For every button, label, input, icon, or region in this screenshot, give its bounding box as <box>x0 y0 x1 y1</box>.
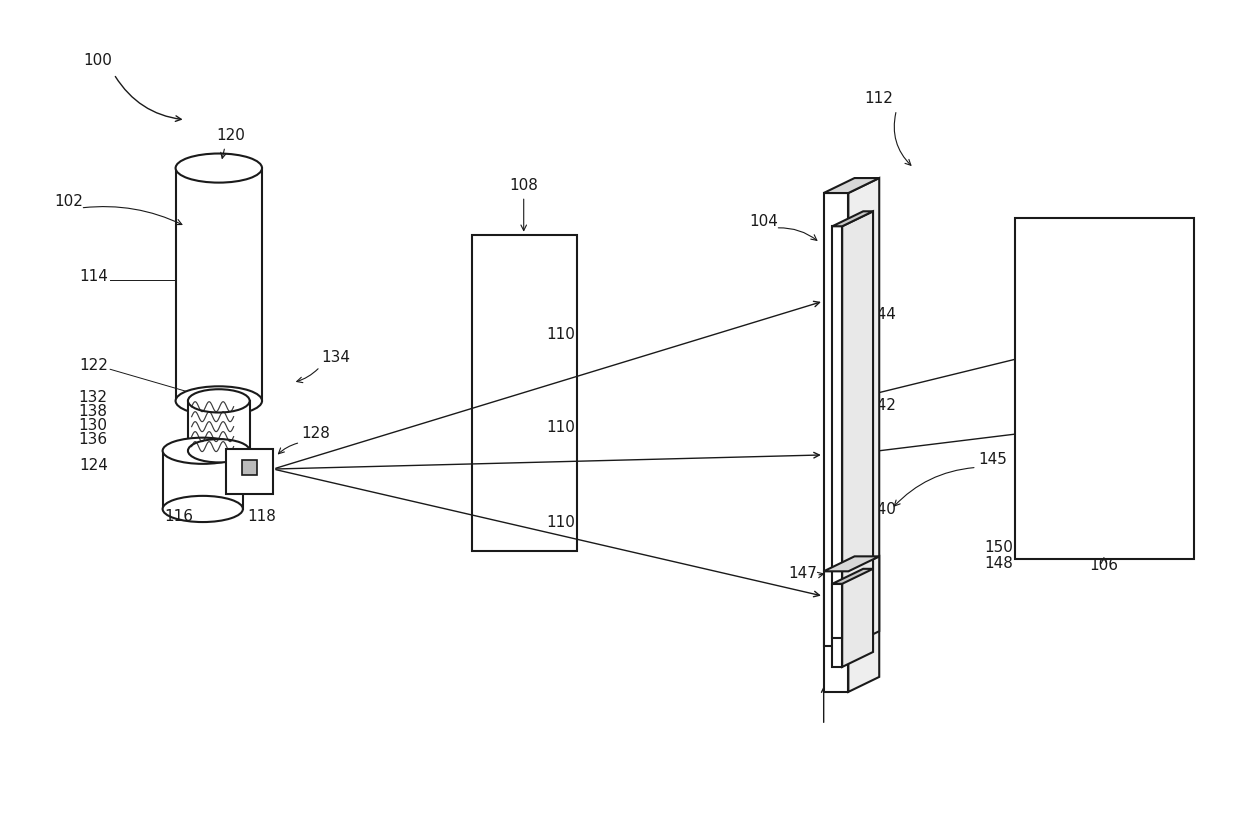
Polygon shape <box>823 194 848 692</box>
Polygon shape <box>832 212 873 227</box>
Text: 100: 100 <box>83 53 112 68</box>
Text: 110: 110 <box>546 514 575 529</box>
Text: 148: 148 <box>985 555 1013 570</box>
Polygon shape <box>188 401 249 451</box>
Ellipse shape <box>176 155 262 183</box>
Text: 144: 144 <box>867 306 895 321</box>
Polygon shape <box>842 212 873 667</box>
Polygon shape <box>823 557 879 572</box>
Text: 150: 150 <box>985 539 1013 554</box>
Polygon shape <box>226 449 273 495</box>
Ellipse shape <box>162 497 243 522</box>
Text: 147: 147 <box>789 565 817 580</box>
Text: 108: 108 <box>510 177 538 192</box>
Ellipse shape <box>176 387 262 416</box>
Polygon shape <box>472 235 577 551</box>
Polygon shape <box>832 227 842 667</box>
Polygon shape <box>832 584 842 638</box>
Text: 146: 146 <box>833 665 863 681</box>
Polygon shape <box>162 451 243 509</box>
Polygon shape <box>1016 219 1194 559</box>
Text: 114: 114 <box>79 269 108 284</box>
Text: 142: 142 <box>867 398 895 413</box>
Text: 122: 122 <box>79 358 108 373</box>
Text: 145: 145 <box>978 451 1007 466</box>
Text: 112: 112 <box>864 90 894 105</box>
Polygon shape <box>848 179 879 692</box>
Text: 104: 104 <box>749 213 777 228</box>
Text: 140: 140 <box>867 502 895 517</box>
Polygon shape <box>176 169 262 401</box>
Text: 102: 102 <box>55 194 83 209</box>
Text: 106: 106 <box>1090 557 1118 572</box>
Text: 134: 134 <box>321 349 350 364</box>
Text: 132: 132 <box>78 390 108 405</box>
Text: 116: 116 <box>165 508 193 523</box>
Text: 138: 138 <box>78 404 108 419</box>
Text: 136: 136 <box>78 431 108 446</box>
Polygon shape <box>848 557 879 646</box>
Polygon shape <box>242 461 257 476</box>
Text: 110: 110 <box>546 420 575 434</box>
Ellipse shape <box>188 440 249 463</box>
Polygon shape <box>832 569 873 584</box>
Text: 130: 130 <box>78 418 108 432</box>
Ellipse shape <box>162 438 243 464</box>
Text: 128: 128 <box>301 426 330 440</box>
Ellipse shape <box>188 390 249 413</box>
Text: 124: 124 <box>79 457 108 472</box>
Polygon shape <box>823 179 879 194</box>
Text: 120: 120 <box>217 128 246 143</box>
Text: 118: 118 <box>248 508 277 523</box>
Polygon shape <box>823 572 848 646</box>
Text: 110: 110 <box>546 326 575 341</box>
